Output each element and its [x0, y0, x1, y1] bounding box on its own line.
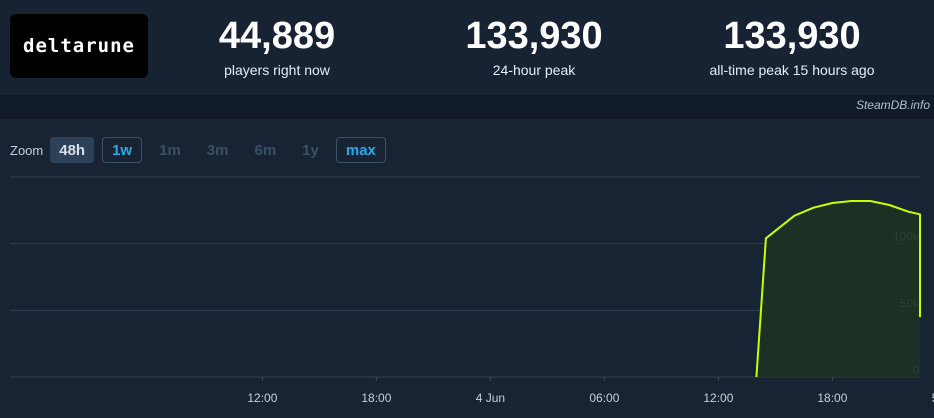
zoom-6m-button[interactable]: 6m: [254, 141, 277, 159]
peak-24h-label: 24-hour peak: [492, 62, 576, 78]
zoom-3m-button[interactable]: 3m: [206, 141, 229, 159]
stat-alltime-peak: 133,930 all-time peak 15 hours ago: [698, 14, 886, 78]
x-tick-label: 12:00: [703, 391, 733, 405]
steamdb-watermark[interactable]: SteamDB.info: [855, 98, 930, 112]
stat-current-players: 44,889 players right now: [196, 14, 358, 78]
stats-header: deltarune 44,889 players right now 133,9…: [0, 0, 934, 95]
game-logo[interactable]: deltarune: [10, 14, 148, 78]
x-tick-label: 18:00: [361, 391, 391, 405]
stat-24h-peak: 133,930 24-hour peak: [442, 14, 626, 78]
series-line: [755, 200, 921, 378]
x-tick-label: 12:00: [247, 391, 277, 405]
alltime-peak-value: 133,930: [723, 15, 861, 57]
series-area: [756, 201, 920, 377]
x-tick-label: 5 Jun: [932, 391, 934, 405]
zoom-label: Zoom: [10, 142, 44, 158]
alltime-peak-label: all-time peak 15 hours ago: [709, 62, 875, 78]
zoom-1w-button[interactable]: 1w: [102, 137, 143, 163]
x-tick-label: 06:00: [589, 391, 619, 405]
zoom-controls: Zoom 48h 1w 1m 3m 6m 1y max: [10, 136, 394, 164]
logo-text: deltarune: [23, 35, 135, 57]
zoom-48h-button[interactable]: 48h: [50, 137, 95, 163]
zoom-max-button[interactable]: max: [335, 137, 386, 163]
x-tick-label: 4 Jun: [476, 391, 505, 405]
watermark-bar: SteamDB.info: [0, 95, 934, 119]
zoom-1y-button[interactable]: 1y: [302, 141, 319, 159]
zoom-1m-button[interactable]: 1m: [159, 141, 181, 159]
x-tick-label: 18:00: [817, 391, 847, 405]
current-players-value: 44,889: [218, 15, 336, 57]
current-players-label: players right now: [224, 62, 330, 78]
peak-24h-value: 133,930: [465, 15, 603, 57]
